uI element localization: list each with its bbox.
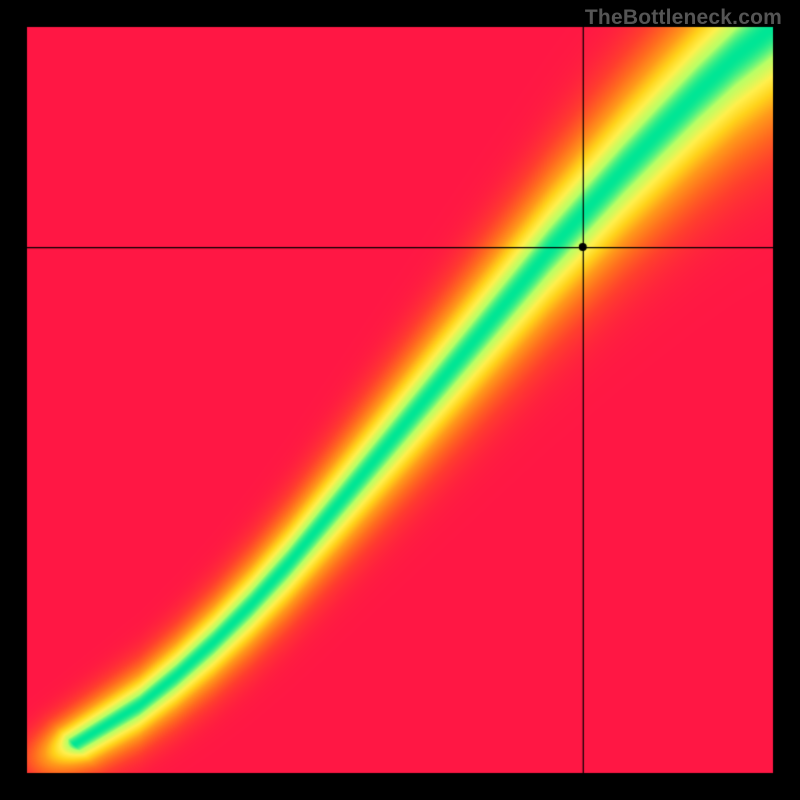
bottleneck-heatmap (0, 0, 800, 800)
chart-container: TheBottleneck.com (0, 0, 800, 800)
watermark-text: TheBottleneck.com (585, 6, 782, 30)
